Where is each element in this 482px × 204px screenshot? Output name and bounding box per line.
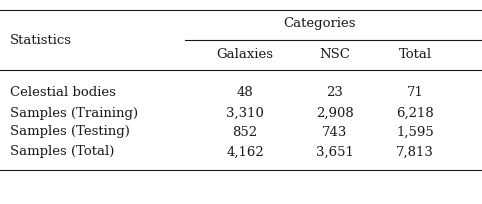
Text: 852: 852 — [232, 125, 257, 139]
Text: 23: 23 — [327, 86, 344, 100]
Text: Total: Total — [399, 48, 431, 61]
Text: 3,651: 3,651 — [316, 145, 354, 159]
Text: 6,218: 6,218 — [396, 106, 434, 120]
Text: 3,310: 3,310 — [226, 106, 264, 120]
Text: 4,162: 4,162 — [226, 145, 264, 159]
Text: 2,908: 2,908 — [316, 106, 354, 120]
Text: 71: 71 — [406, 86, 424, 100]
Text: Galaxies: Galaxies — [216, 48, 273, 61]
Text: Samples (Training): Samples (Training) — [10, 106, 138, 120]
Text: 48: 48 — [237, 86, 254, 100]
Text: Celestial bodies: Celestial bodies — [10, 86, 116, 100]
Text: 743: 743 — [322, 125, 348, 139]
Text: Statistics: Statistics — [10, 33, 72, 47]
Text: NSC: NSC — [320, 48, 350, 61]
Text: 7,813: 7,813 — [396, 145, 434, 159]
Text: Samples (Total): Samples (Total) — [10, 145, 114, 159]
Text: 1,595: 1,595 — [396, 125, 434, 139]
Text: Samples (Testing): Samples (Testing) — [10, 125, 130, 139]
Text: Categories: Categories — [284, 18, 356, 31]
